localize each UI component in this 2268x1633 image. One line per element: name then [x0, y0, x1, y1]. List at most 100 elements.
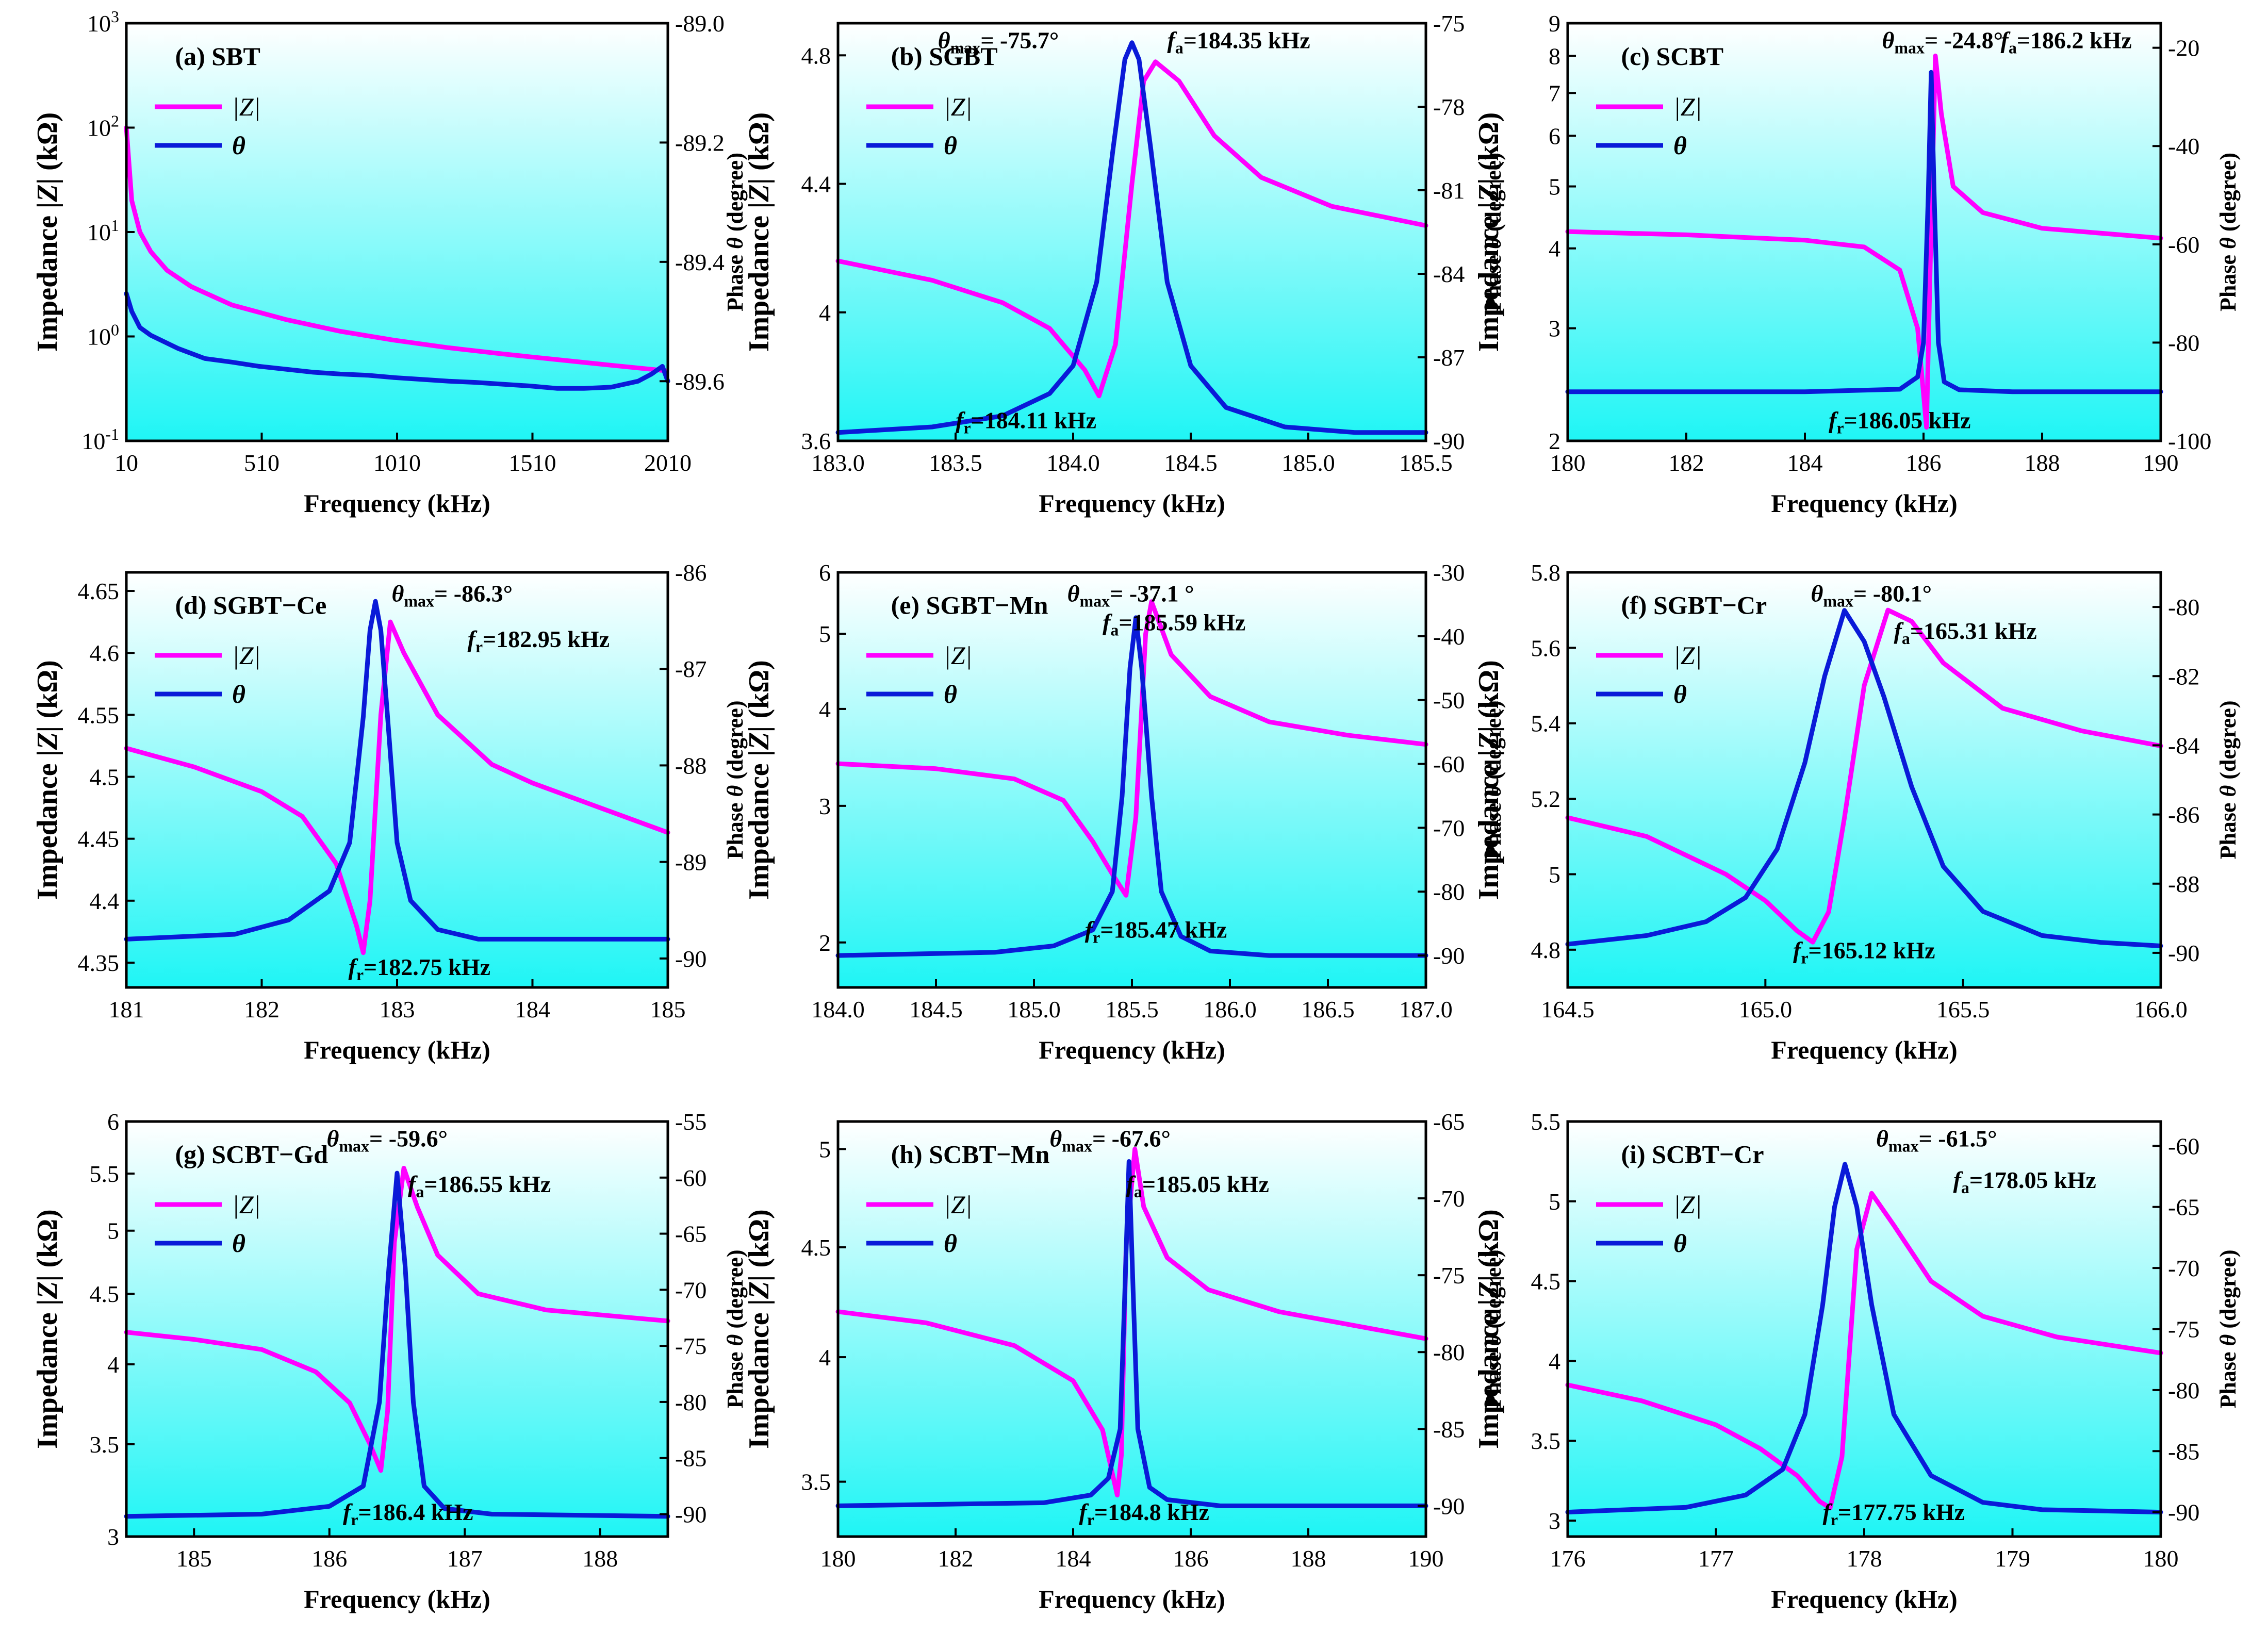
y2-axis-title: Phase θ (degree): [2215, 701, 2241, 860]
panel-title: (h) SCBT−Mn: [891, 1140, 1050, 1169]
y-tick-label: 6: [107, 1109, 119, 1135]
y-tick-label: 9: [1549, 10, 1560, 37]
y-tick-label: 4.4: [801, 171, 831, 197]
annotation: θmax= -24.8°: [1882, 27, 2003, 57]
y2-tick-label: -50: [1433, 687, 1465, 714]
y-tick-label: 6: [819, 559, 831, 586]
panel-h: 180 182 184 186 188 190 3.5 4 4.5 5 -65 -70 -75 -80 -8…: [743, 1109, 1506, 1613]
y-tick-label: 5: [819, 621, 831, 647]
y2-axis-title: Phase θ (degree): [722, 1250, 748, 1409]
legend-phase-label: θ: [232, 131, 245, 160]
x-tick-label: 184.5: [1164, 450, 1218, 476]
y-tick-label: 2: [819, 930, 831, 956]
plot-frame: [1566, 571, 2162, 989]
annotation: fr=165.12 kHz: [1793, 937, 1935, 967]
y-tick-label: 3.5: [90, 1431, 120, 1458]
y2-tick-label: -90: [1433, 428, 1465, 454]
y-tick-label: 3: [107, 1524, 119, 1550]
y-tick-label: 5: [1549, 861, 1560, 887]
y2-tick-label: -60: [2168, 1133, 2199, 1159]
y2-tick-label: -88: [2168, 871, 2199, 897]
annotation: θmax= -67.6°: [1049, 1125, 1170, 1155]
plot-background: [1568, 1121, 2161, 1537]
x-tick-label: 186.5: [1301, 996, 1355, 1022]
x-tick-label: 186: [1906, 450, 1942, 476]
x-tick-label: 184.0: [811, 996, 865, 1022]
y2-axis-title: Phase θ (degree): [2215, 153, 2241, 311]
y-tick-label: 4: [819, 1344, 831, 1371]
annotation: fr=177.75 kHz: [1823, 1499, 1965, 1529]
y-tick-label: 5: [1549, 174, 1560, 200]
y2-tick-label: -80: [2168, 1377, 2199, 1404]
y-axis-title: Impedance |Z| (kΩ): [743, 112, 775, 352]
legend-impedance-label: |Z|: [1673, 92, 1702, 121]
annotation: fa=186.55 kHz: [408, 1171, 551, 1201]
phase-line: [835, 1159, 1428, 1508]
annotation: θmax= -86.3°: [392, 580, 513, 610]
y2-tick-label: -90: [675, 946, 706, 972]
y2-axis-title: Phase θ (degree): [2215, 1250, 2241, 1409]
y2-tick-label: -81: [1433, 177, 1465, 204]
x-axis-title: Frequency (kHz): [304, 489, 490, 518]
y-axis-title: Impedance |Z| (kΩ): [1473, 1209, 1505, 1449]
y-tick-label: 101: [87, 216, 119, 245]
y-tick-label: 4: [819, 300, 831, 326]
y-tick-label: 4: [819, 696, 831, 722]
y-tick-label: 4: [1549, 1348, 1560, 1374]
y-tick-label: 4.5: [801, 1234, 831, 1261]
y-tick-label: 3.5: [1531, 1428, 1561, 1454]
y2-tick-label: -84: [2168, 732, 2199, 758]
annotation: fa=185.05 kHz: [1126, 1171, 1269, 1201]
x-tick-label: 185.0: [1007, 996, 1061, 1022]
phase-line: [124, 291, 670, 391]
y2-tick-label: -70: [1433, 815, 1465, 841]
x-tick-label: 182: [244, 996, 280, 1022]
y-tick-label: 4.8: [801, 42, 831, 69]
x-tick-label: 181: [109, 996, 144, 1022]
y2-tick-label: -60: [1433, 751, 1465, 778]
y-axis-title: Impedance |Z| (kΩ): [31, 1209, 63, 1449]
y2-tick-label: -85: [2168, 1438, 2199, 1464]
annotation: fr=182.95 kHz: [468, 626, 610, 656]
x-tick-label: 184.5: [909, 996, 963, 1022]
panel-title: (i) SCBT−Cr: [1621, 1140, 1764, 1169]
panel-title: (a) SBT: [175, 42, 260, 71]
x-tick-label: 180: [1550, 450, 1586, 476]
annotation: θmax= -75.7°: [938, 27, 1059, 57]
annotation: fa=185.59 kHz: [1103, 609, 1245, 639]
x-tick-label: 188: [1291, 1545, 1326, 1572]
panel-title: (d) SGBT−Ce: [175, 591, 327, 620]
x-tick-label: 178: [1847, 1545, 1882, 1572]
x-axis-title: Frequency (kHz): [1771, 1035, 1958, 1064]
plot-frame: [125, 1120, 669, 1538]
y-tick-label: 8: [1549, 43, 1560, 69]
legend-phase-label: θ: [1673, 680, 1687, 708]
impedance-line: [835, 599, 1428, 898]
y-tick-label: 6: [1549, 123, 1560, 149]
y-axis-title: Impedance |Z| (kΩ): [1473, 112, 1505, 352]
legend-phase-label: θ: [232, 680, 245, 708]
annotation: fr=184.11 kHz: [956, 407, 1096, 437]
panel-d: 181 182 183 184 185 4.35 4.4 4.45 4.5 4.55 4.6 4.65…: [31, 559, 748, 1064]
y-axis-title: Impedance |Z| (kΩ): [31, 112, 63, 352]
panel-title: (b) SGBT: [891, 42, 998, 71]
x-tick-label: 1510: [509, 450, 556, 476]
y2-tick-label: -75: [2168, 1316, 2199, 1343]
y2-tick-label: -40: [2168, 133, 2199, 159]
annotation: fr=184.8 kHz: [1079, 1499, 1209, 1529]
y2-tick-label: -80: [2168, 594, 2199, 620]
x-tick-label: 190: [1408, 1545, 1444, 1572]
y2-tick-label: -88: [675, 752, 706, 779]
impedance-line: [1565, 53, 2163, 430]
y2-tick-label: -80: [2168, 329, 2199, 356]
y2-tick-label: -90: [2168, 1499, 2199, 1526]
y-tick-label: 3: [819, 793, 831, 819]
y2-tick-label: -90: [1433, 943, 1465, 969]
y-tick-label: 103: [87, 7, 119, 37]
x-tick-label: 188: [582, 1545, 618, 1572]
y-axis-title: Impedance |Z| (kΩ): [31, 660, 63, 900]
y-tick-label: 4.4: [90, 888, 120, 914]
y2-tick-label: -65: [1433, 1109, 1465, 1135]
y-tick-label: 4: [107, 1351, 119, 1378]
legend-impedance-label: |Z|: [1673, 1190, 1702, 1219]
